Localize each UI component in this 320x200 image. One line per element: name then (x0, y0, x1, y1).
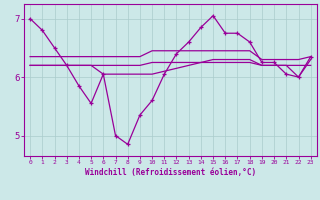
X-axis label: Windchill (Refroidissement éolien,°C): Windchill (Refroidissement éolien,°C) (85, 168, 256, 177)
